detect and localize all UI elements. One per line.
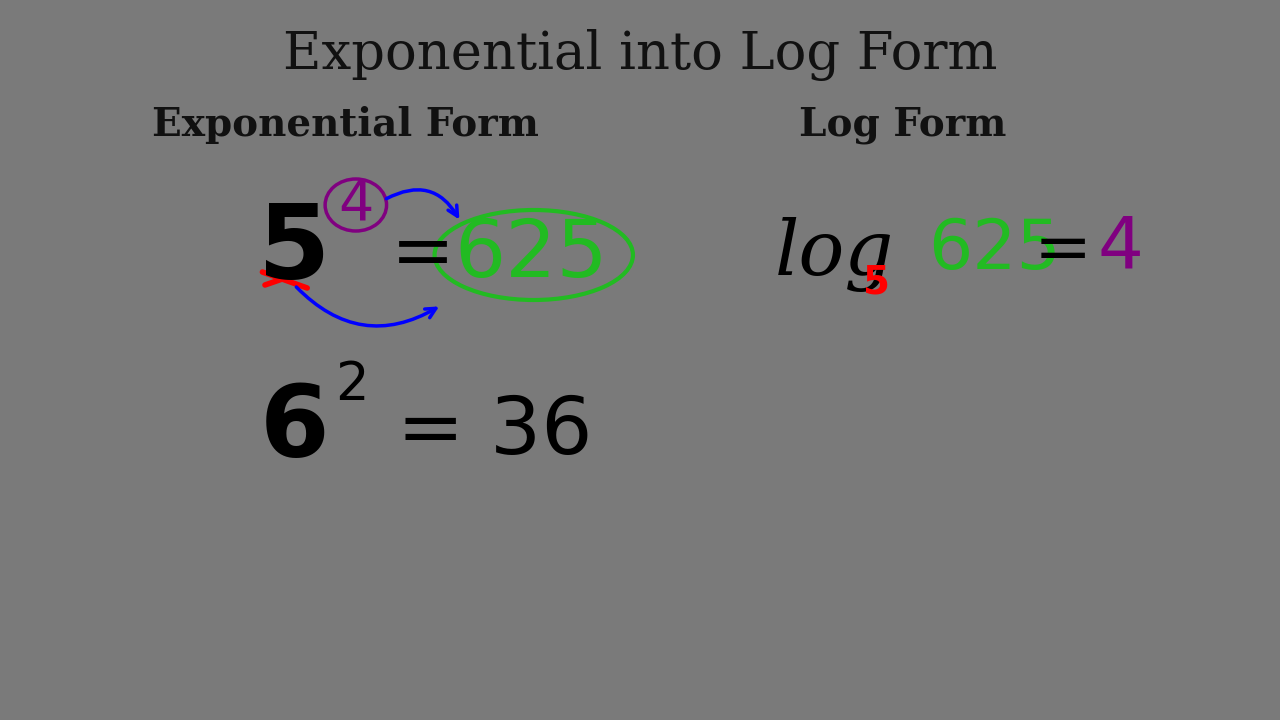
Text: 6: 6 [260,382,329,479]
Text: Log Form: Log Form [799,106,1006,144]
Text: 5: 5 [863,264,891,302]
Text: 625: 625 [928,217,1061,284]
FancyArrowPatch shape [297,287,436,326]
Text: 2: 2 [335,359,369,411]
Text: 4: 4 [338,178,374,232]
Text: Exponential into Log Form: Exponential into Log Form [283,29,997,81]
Text: 5: 5 [259,199,330,300]
Text: 625: 625 [454,216,608,294]
Text: Exponential Form: Exponential Form [152,106,539,144]
FancyArrowPatch shape [387,190,457,216]
Text: =: = [1033,217,1092,284]
Text: log: log [774,217,893,292]
Text: 4: 4 [1097,214,1143,282]
Text: = 36: = 36 [397,393,593,471]
Text: =: = [390,218,454,292]
